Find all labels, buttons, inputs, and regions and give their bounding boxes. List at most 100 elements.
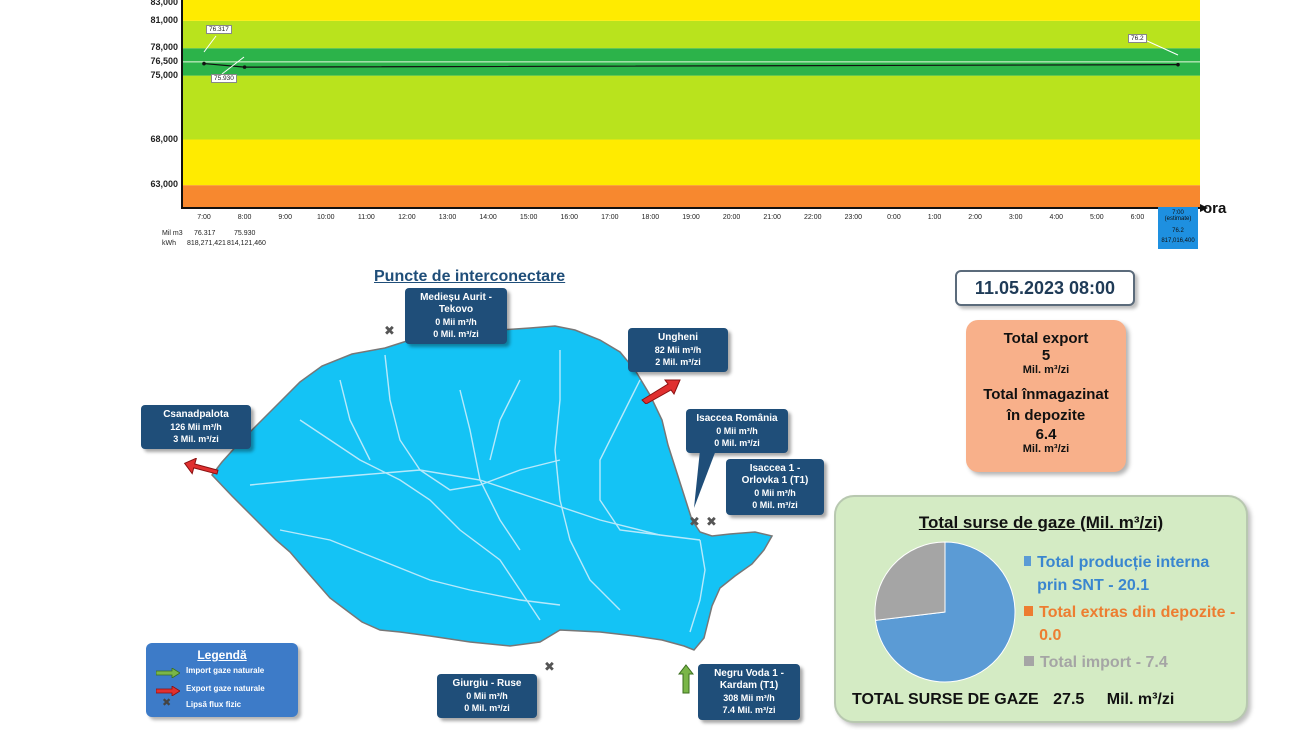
flow-h-unit: Mii m³/h (187, 422, 222, 432)
point-name: Ungheni (658, 332, 698, 343)
export-value: 5 (1041, 347, 1051, 364)
x-tick-label: 23:00 (844, 214, 863, 221)
x-tick-label: 3:00 (1008, 214, 1023, 221)
x-tick-label: 14:00 (479, 214, 497, 221)
x-tick-label: 17:00 (601, 214, 619, 221)
estimate-label: (estimate) (1164, 216, 1192, 222)
flow-h-unit: Mii m³/h (667, 345, 702, 355)
chart-band-0 (182, 185, 1200, 208)
flow-h-value: 82 (654, 345, 665, 355)
total-label: TOTAL SURSE DE GAZE (852, 691, 1039, 708)
point-label-3: 76.2 (1128, 34, 1147, 43)
romania-map-shape (211, 325, 774, 651)
label-leader-0 (203, 35, 217, 53)
export-arrow-icon (155, 685, 181, 697)
flow-h-unit: Mii m³/h (442, 317, 477, 327)
flow-d-unit: Mil. m³/zi (440, 329, 479, 339)
legend-import-label: Import gaze naturale (186, 666, 265, 675)
no-flow-icon: ✖ (706, 514, 717, 529)
x-tick-label: 5:00 (1090, 214, 1104, 221)
flow-d-value: 3 (173, 434, 179, 444)
point-medieșu-aurit[interactable]: Medieșu Aurit - Tekovo 0 Mii m³/h 0 Mil.… (405, 288, 507, 344)
flow-d-unit: Mil. m³/zi (662, 357, 701, 367)
flow-h-value: 0 (754, 488, 760, 498)
export-arrow-icon (183, 458, 219, 475)
row1-value-0: 76.317 (194, 230, 216, 237)
point-label-2: 75.930 (211, 74, 237, 83)
legend-title: Legendă (197, 648, 247, 662)
x-tick-label: 19:00 (682, 214, 700, 221)
flow-h-value: 0 (716, 426, 722, 436)
point-isaccea-romania[interactable]: Isaccea România 0 Mii m³/h 0 Mil. m³/zi (686, 409, 788, 453)
total-sources-line: TOTAL SURSE DE GAZE 27.5 Mil. m³/zi (852, 691, 1174, 709)
x-tick-label: 9:00 (278, 214, 292, 221)
x-tick-label: 13:00 (438, 214, 457, 221)
sources-panel: Total surse de gaze (Mil. m³/zi) Total p… (834, 495, 1248, 723)
flow-h-unit: Mii m³/h (761, 488, 796, 498)
point-giurgiu-ruse[interactable]: Giurgiu - Ruse 0 Mii m³/h 0 Mil. m³/zi (437, 674, 537, 718)
point-csanadpalota[interactable]: Csanadpalota 126 Mii m³/h 3 Mil. m³/zi (141, 405, 251, 449)
flow-h-unit: Mii m³/h (723, 426, 758, 436)
x-tick-label: 2:00 (968, 214, 982, 221)
storage-label: Total înmagazinat în depozite (983, 386, 1109, 424)
point-name: Negru Voda 1 - Kardam (T1) (714, 668, 784, 691)
sources-pie-chart (874, 541, 1016, 683)
series-point-1 (242, 65, 247, 69)
level-chart: 63,000 68,000 75,000 76,500 78,000 81,000 83,0… (0, 0, 1295, 250)
map-legend: Legendă Import gaze naturale Export gaze… (146, 643, 298, 717)
row-label-mil: Mil m3 (162, 230, 183, 237)
flow-d-value: 7.4 (722, 705, 735, 715)
chart-band-5 (182, 0, 1200, 21)
x-tick-label: 0:00 (887, 214, 901, 221)
x-tick-label: 21:00 (763, 214, 781, 221)
y-tick-label: 81,000 (150, 14, 178, 25)
export-arrow-icon (641, 379, 681, 404)
legend-none-label: Lipsă flux fizic (186, 700, 242, 709)
x-tick-label: 6:00 (1130, 214, 1145, 221)
flow-d-unit: Mil. m³/zi (759, 500, 798, 510)
point-name: Csanadpalota (163, 409, 229, 420)
no-flow-icon: ✖ (689, 514, 700, 529)
point-negru-voda[interactable]: Negru Voda 1 - Kardam (T1) 308 Mii m³/h … (698, 664, 800, 720)
row2-value-1: 814,121,460 (227, 240, 266, 247)
flow-d-value: 2 (655, 357, 661, 367)
storage-unit: Mil. m³/zi (1022, 443, 1070, 455)
row1-value-1: 75.930 (234, 230, 256, 237)
point-ungheni[interactable]: Ungheni 82 Mii m³/h 2 Mil. m³/zi (628, 328, 728, 372)
storage-value: 6.4 (1035, 426, 1057, 443)
series-point-0 (202, 61, 206, 66)
callout-pointer (694, 450, 716, 508)
series-point-2 (1176, 62, 1180, 67)
no-flow-icon: ✖ (162, 697, 172, 709)
flow-d-value: 0 (464, 703, 470, 713)
point-name: Isaccea 1 - Orlovka 1 (T1) (741, 463, 809, 486)
import-arrow-icon (155, 667, 181, 679)
flow-h-value: 0 (466, 691, 472, 701)
point-label-1: 76.317 (206, 25, 232, 34)
no-flow-icon: ✖ (384, 323, 395, 338)
x-tick-label: 15:00 (519, 214, 538, 221)
x-tick-label: 1:00 (927, 214, 942, 221)
x-tick-label: 8:00 (237, 214, 252, 221)
chart-band-4 (182, 20, 1200, 49)
sources-title: Total surse de gaze (Mil. m³/zi) (918, 513, 1164, 532)
flow-h-value: 126 (170, 422, 186, 432)
chart-band-1 (182, 139, 1200, 186)
export-unit: Mil. m³/zi (1022, 364, 1070, 376)
point-isaccea-orlovka[interactable]: Isaccea 1 - Orlovka 1 (T1) 0 Mii m³/h 0 … (726, 459, 824, 515)
datetime-box: 11.05.2023 08:00 (955, 270, 1135, 306)
x-tick-label: 22:00 (803, 214, 822, 221)
point-name: Isaccea România (696, 413, 778, 424)
chart-band-2 (182, 75, 1200, 140)
no-flow-icon: ✖ (544, 659, 555, 674)
y-tick-label: 83,000 (150, 0, 178, 7)
flow-d-unit: Mil. m³/zi (180, 434, 219, 444)
flow-h-value: 308 (723, 693, 739, 703)
row-label-kwh: kWh (162, 240, 176, 247)
total-value: 27.5 (1053, 691, 1085, 708)
interconnection-title[interactable]: Puncte de interconectare (374, 268, 566, 285)
legend-export-label: Export gaze naturale (186, 684, 265, 693)
legend-swatch-import (1024, 656, 1034, 666)
import-arrow-icon (678, 664, 694, 694)
x-tick-label: 11:00 (357, 214, 375, 221)
